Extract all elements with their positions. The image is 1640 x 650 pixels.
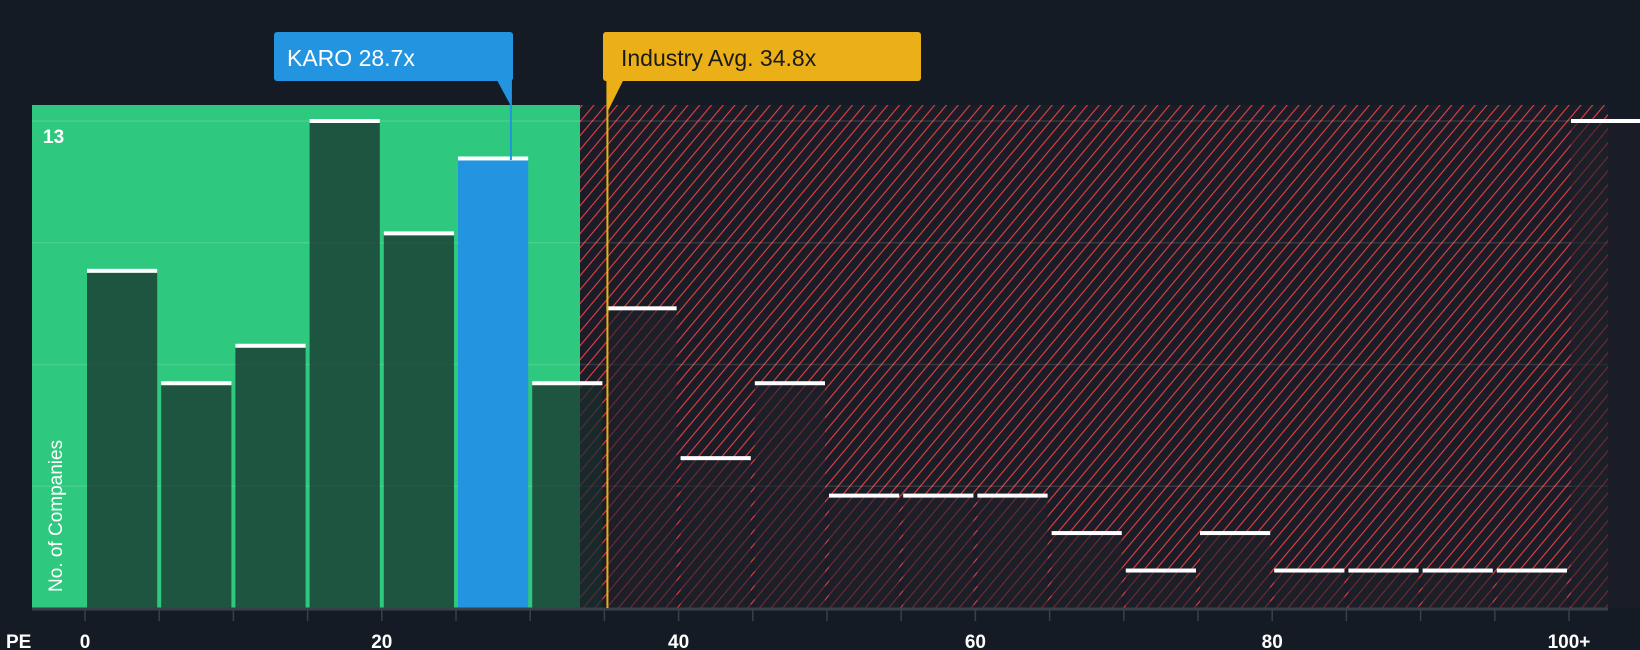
bar-cap [977, 493, 1048, 498]
bar-cap [161, 381, 232, 386]
bar [161, 383, 232, 608]
bar [1274, 570, 1345, 608]
x-tick-label: 80 [1262, 632, 1283, 650]
bar-cap [829, 493, 900, 498]
bar [829, 495, 900, 608]
company-label-box [274, 32, 513, 81]
x-tick-label: 20 [371, 632, 392, 650]
bar [903, 495, 974, 608]
company-label: KARO 28.7x [287, 45, 415, 71]
bar-cap [532, 381, 603, 386]
overvalued-zone [580, 105, 1608, 608]
bar-cap [1051, 531, 1122, 536]
bar-cap [606, 306, 677, 311]
bar [458, 158, 529, 608]
bar-cap [903, 493, 974, 498]
bar-cap [1422, 568, 1493, 573]
x-axis-label: PE [6, 632, 31, 650]
company-marker: KARO 28.7x [274, 32, 513, 160]
bar [754, 383, 825, 608]
x-tick-label: 60 [965, 632, 986, 650]
x-tick-label: 100+ [1548, 632, 1591, 650]
bar [1200, 533, 1271, 608]
bar-cap [1496, 568, 1567, 573]
bar-cap [1348, 568, 1419, 573]
bar [1422, 570, 1493, 608]
bar [1051, 533, 1122, 608]
x-tick-label: 40 [668, 632, 689, 650]
bar-cap [1125, 568, 1196, 573]
y-tick-label: 13 [43, 127, 64, 148]
y-axis-label: No. of Companies [46, 440, 67, 592]
bar-cap [309, 119, 380, 123]
company-label-pointer [496, 80, 512, 160]
bar [1125, 570, 1196, 608]
industry-marker: Industry Avg. 34.8x [603, 32, 921, 608]
bar-cap [235, 343, 306, 348]
bar [235, 345, 306, 608]
bar [1571, 121, 1640, 608]
bar-cap [1274, 568, 1345, 573]
industry-label-box [603, 32, 921, 81]
bar [87, 270, 158, 608]
bar [1348, 570, 1419, 608]
bar-cap [1571, 119, 1640, 123]
bar-cap [680, 456, 751, 461]
industry-label: Industry Avg. 34.8x [621, 45, 817, 71]
bar [977, 495, 1048, 608]
industry-label-pointer [606, 80, 624, 608]
bar [532, 383, 603, 608]
bar-cap [1200, 531, 1271, 536]
bar-cap [754, 381, 825, 386]
bar [309, 121, 380, 608]
bar [680, 458, 751, 608]
bar-cap [383, 231, 454, 236]
bar [606, 308, 677, 608]
x-tick-label: 0 [80, 632, 91, 650]
bar [1496, 570, 1567, 608]
bar-cap [87, 268, 158, 273]
bar [383, 233, 454, 608]
bar-cap [458, 156, 529, 161]
